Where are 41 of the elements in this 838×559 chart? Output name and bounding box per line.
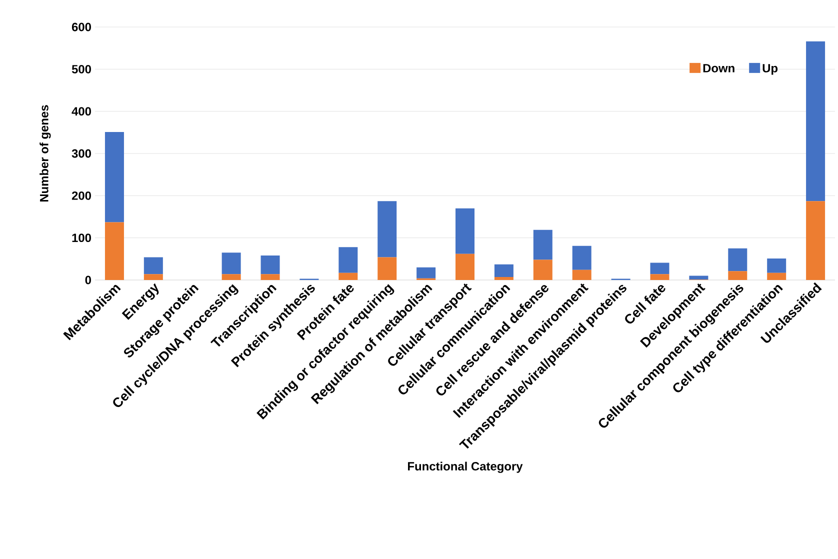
bar	[572, 246, 592, 270]
bar	[416, 267, 436, 278]
bar	[728, 248, 748, 272]
bar	[650, 262, 670, 274]
bar	[456, 208, 475, 254]
bar	[260, 274, 280, 280]
x-axis-title: Functional Category	[408, 462, 523, 473]
bar	[378, 201, 397, 258]
bar	[767, 272, 786, 280]
bar	[378, 257, 397, 280]
bar	[494, 277, 514, 280]
legend-label: Down	[703, 64, 734, 72]
y-tick-label: 200	[72, 191, 91, 200]
bar	[689, 276, 708, 280]
bar	[456, 254, 475, 280]
y-tick-label: 300	[72, 149, 91, 158]
bar	[572, 270, 592, 280]
y-tick-label: 400	[72, 107, 91, 116]
bar	[222, 252, 241, 274]
bar	[806, 41, 826, 202]
y-tick-label: 600	[72, 22, 91, 32]
bar	[533, 230, 552, 260]
y-tick-label: 500	[72, 64, 91, 74]
bar	[338, 272, 358, 280]
bar	[806, 201, 826, 280]
bar	[533, 260, 552, 280]
bar	[144, 274, 163, 280]
bar	[728, 271, 748, 280]
bar	[338, 247, 358, 273]
bar	[650, 274, 670, 280]
bar	[104, 132, 124, 222]
legend-label: Up	[762, 64, 778, 75]
y-tick-label: 0	[85, 276, 91, 284]
y-tick-label: 100	[72, 234, 91, 242]
bar	[260, 256, 280, 274]
bar	[144, 257, 163, 274]
bar	[222, 274, 241, 280]
bar	[104, 222, 124, 280]
y-axis-title: Number of genes	[40, 105, 51, 202]
bar	[767, 258, 786, 273]
bar	[494, 264, 514, 278]
